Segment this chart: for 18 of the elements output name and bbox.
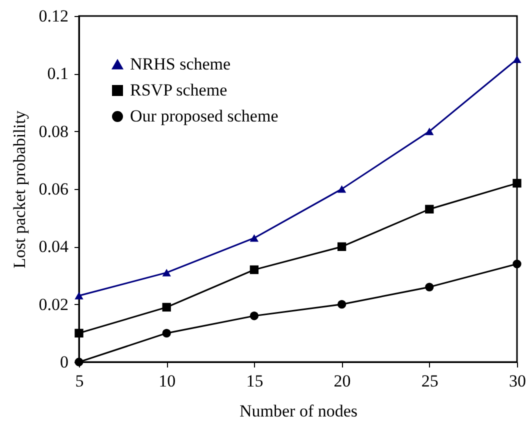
y-tick-label: 0.06: [38, 180, 68, 198]
x-tick-label: 10: [158, 372, 176, 390]
x-axis-title: Number of nodes: [239, 402, 358, 420]
x-tick-label: 25: [421, 372, 438, 390]
x-tick-label: 5: [75, 372, 84, 390]
y-tick-label: 0: [60, 352, 68, 372]
x-tick-label: 15: [246, 372, 264, 390]
y-axis-title: Lost packet probability: [10, 110, 29, 268]
x-tick-label: 20: [334, 372, 351, 390]
y-tick-label: 0.04: [38, 237, 69, 256]
legend-label: Our proposed scheme: [130, 106, 278, 126]
legend-label: NRHS scheme: [130, 54, 231, 74]
legend-label: RSVP scheme: [130, 80, 228, 100]
y-tick-label: 0.1: [47, 64, 68, 84]
y-tick-label: 0.12: [38, 6, 68, 26]
x-tick-label: 30: [509, 372, 526, 390]
y-tick-label: 0.08: [38, 122, 68, 141]
y-tick-label: 0.02: [38, 294, 68, 314]
